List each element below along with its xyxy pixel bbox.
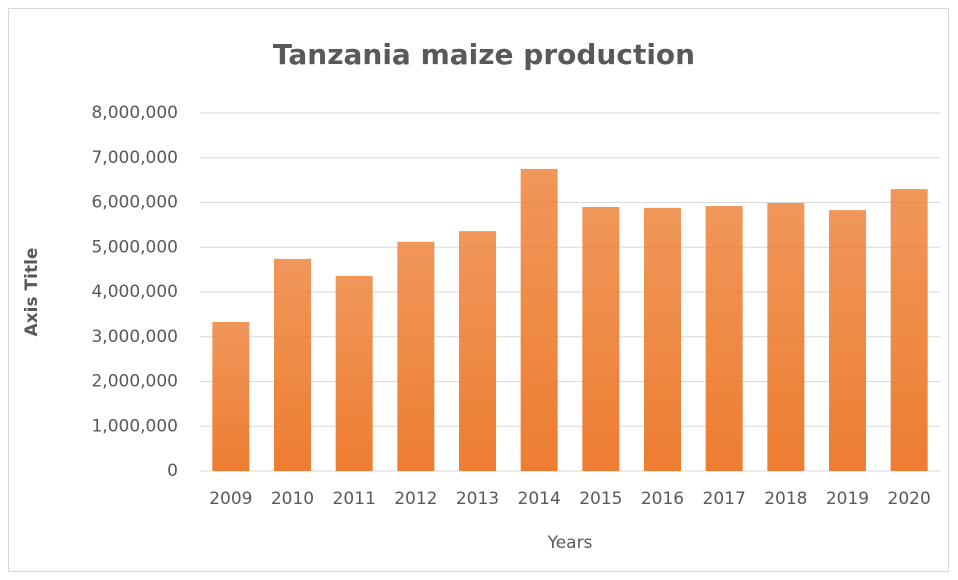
bar bbox=[829, 210, 866, 472]
x-tick-label: 2019 bbox=[826, 489, 869, 509]
bar bbox=[705, 206, 743, 471]
bar bbox=[397, 241, 435, 471]
x-tick-label: 2009 bbox=[209, 489, 252, 509]
y-tick-label: 5,000,000 bbox=[91, 237, 178, 257]
x-tick-label: 2016 bbox=[641, 489, 684, 509]
bar bbox=[335, 275, 373, 471]
y-tick-label: 3,000,000 bbox=[91, 327, 178, 347]
x-tick-label: 2020 bbox=[888, 489, 931, 509]
x-tick-label: 2017 bbox=[703, 489, 746, 509]
x-tick-label: 2013 bbox=[456, 489, 499, 509]
bar bbox=[582, 206, 620, 471]
chart-title: Tanzania maize production bbox=[273, 38, 695, 71]
y-tick-label: 7,000,000 bbox=[91, 148, 178, 168]
x-axis-title: Years bbox=[547, 533, 593, 553]
y-tick-label: 4,000,000 bbox=[91, 282, 178, 302]
bar bbox=[767, 202, 805, 471]
bar bbox=[890, 189, 928, 471]
x-tick-label: 2014 bbox=[518, 489, 561, 509]
x-tick-label: 2011 bbox=[333, 489, 376, 509]
x-tick-label: 2012 bbox=[394, 489, 437, 509]
bar bbox=[520, 168, 558, 471]
bar bbox=[459, 231, 496, 471]
y-axis-title: Axis Title bbox=[22, 248, 42, 337]
bar bbox=[644, 207, 681, 471]
x-tick-label: 2018 bbox=[764, 489, 807, 509]
x-tick-label: 2010 bbox=[271, 489, 314, 509]
y-tick-label: 8,000,000 bbox=[91, 103, 178, 123]
bar bbox=[212, 321, 250, 471]
x-tick-label: 2015 bbox=[579, 489, 622, 509]
y-tick-label: 1,000,000 bbox=[91, 416, 178, 436]
y-tick-label: 0 bbox=[167, 461, 178, 481]
y-tick-label: 2,000,000 bbox=[91, 372, 178, 392]
y-tick-label: 6,000,000 bbox=[91, 193, 178, 213]
bar bbox=[274, 258, 311, 471]
